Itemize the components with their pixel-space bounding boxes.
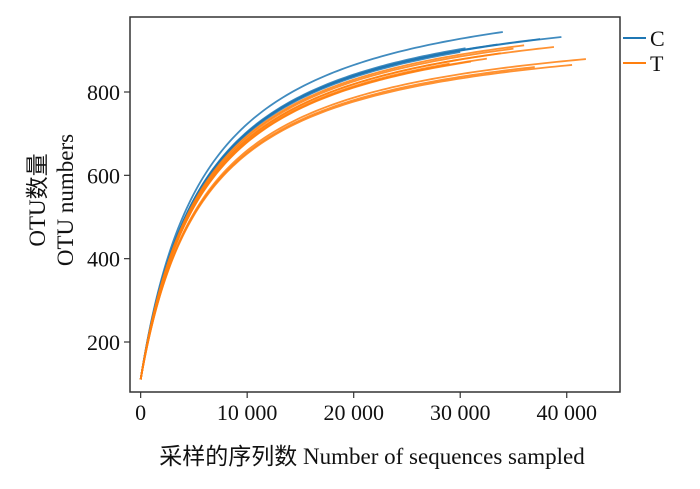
curve-T-2: [139, 46, 555, 380]
y-axis-title-line1: OTU数量: [25, 153, 50, 246]
y-tick-label: 800: [87, 80, 120, 105]
curve-T-4: [139, 47, 514, 380]
legend-label-C: C: [650, 26, 665, 51]
y-axis-title: OTU数量 OTU numbers: [25, 134, 78, 266]
x-axis: 0 10 000 20 000 30 000 40 000: [135, 392, 597, 425]
y-tick-label: 400: [87, 247, 120, 272]
legend: CT: [623, 26, 665, 76]
x-tick-label: 10 000: [217, 400, 278, 425]
x-tick-label: 0: [135, 400, 146, 425]
legend-label-T: T: [650, 51, 664, 76]
plot-frame: [129, 16, 621, 393]
curve-T-6: [139, 66, 535, 380]
y-tick-label: 200: [87, 330, 120, 355]
curve-T-7: [139, 52, 501, 380]
curve-T-1: [139, 58, 586, 380]
y-tick-label: 600: [87, 163, 120, 188]
x-tick-label: 30 000: [430, 400, 491, 425]
y-axis: 200 400 600 800: [87, 80, 130, 355]
curve-T-5: [139, 64, 573, 380]
x-axis-title: 采样的序列数 Number of sequences sampled: [159, 444, 585, 469]
curves-layer: [139, 31, 586, 380]
y-axis-title-line2: OTU numbers: [53, 134, 78, 266]
curve-T-10: [139, 62, 450, 380]
x-tick-label: 20 000: [323, 400, 384, 425]
x-tick-label: 40 000: [536, 400, 597, 425]
